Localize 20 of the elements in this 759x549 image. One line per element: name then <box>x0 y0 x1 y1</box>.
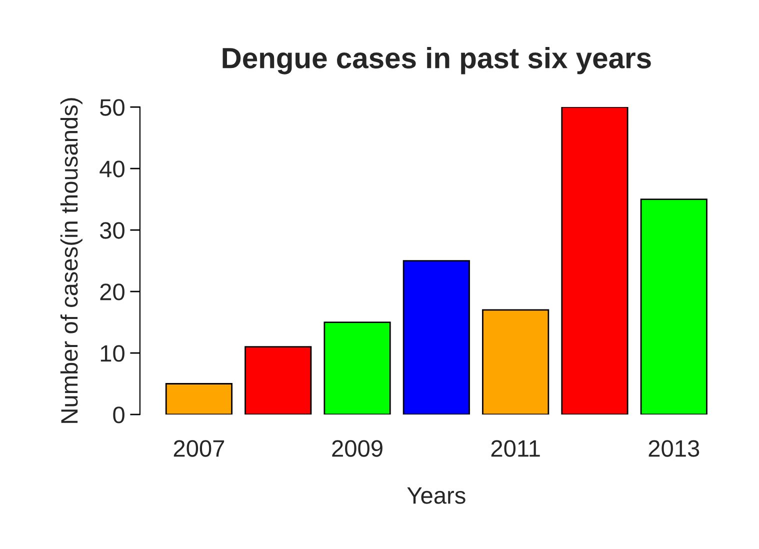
y-tick-label: 10 <box>100 345 124 362</box>
x-tick-label: 2007 <box>174 440 224 457</box>
y-tick-label: 40 <box>100 160 124 178</box>
bar <box>165 383 233 414</box>
y-tick-label: 30 <box>100 222 124 239</box>
x-tick-label: 2009 <box>332 440 382 457</box>
bar <box>324 322 391 414</box>
y-tick-label: 0 <box>113 406 124 424</box>
y-tick-label: 50 <box>100 99 124 116</box>
x-tick-label: 2011 <box>491 440 540 457</box>
chart-title: Dengue cases in past six years <box>222 47 651 74</box>
x-tick-label: 2013 <box>648 440 700 457</box>
bar <box>244 346 312 414</box>
x-axis-title: Years <box>407 487 466 504</box>
bar <box>561 107 628 414</box>
y-tick-label: 20 <box>100 284 124 300</box>
bar <box>482 309 550 414</box>
bar <box>402 260 470 414</box>
bar <box>640 198 708 414</box>
y-axis-title: Number of cases(in thousands) <box>60 98 82 423</box>
